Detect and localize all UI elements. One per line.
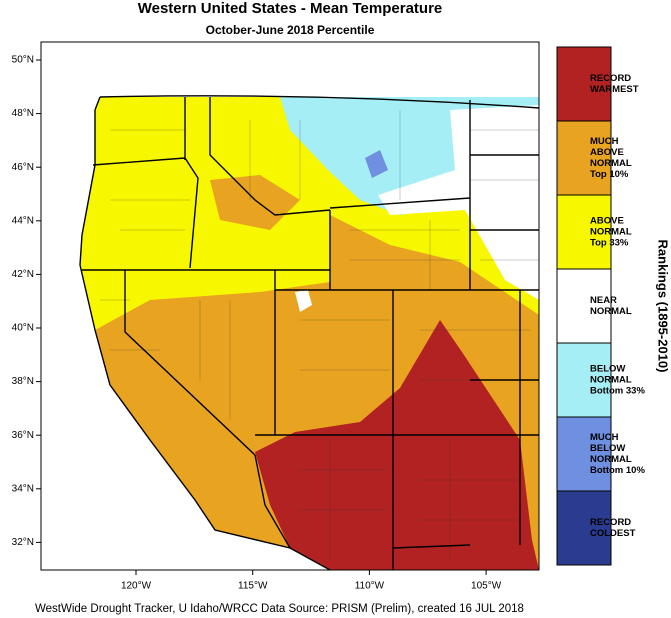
map-frame <box>40 41 540 571</box>
lat-label: 46°N <box>12 162 34 173</box>
legend-swatch <box>556 46 612 122</box>
legend-swatch <box>556 416 612 492</box>
lat-label: 50°N <box>12 55 34 66</box>
lon-label: 110°W <box>355 581 385 592</box>
legend-swatch <box>556 268 612 344</box>
subtitle: October-June 2018 Percentile <box>206 23 375 37</box>
lon-label: 105°W <box>471 581 502 592</box>
lat-label: 38°N <box>12 376 34 387</box>
legend-label: Bottom 10% <box>590 465 645 476</box>
map <box>40 41 540 571</box>
salt-lake <box>295 290 312 312</box>
legend-label: RECORD <box>590 517 631 528</box>
county-lines <box>100 110 539 560</box>
lat-label: 40°N <box>12 323 34 334</box>
lat-label: 48°N <box>12 108 34 119</box>
lat-label: 32°N <box>12 537 34 548</box>
title: Western United States - Mean Temperature <box>138 0 443 17</box>
land-much-below <box>365 150 388 178</box>
land-near-normal <box>378 105 539 300</box>
legend-label: NEAR <box>590 295 617 306</box>
lon-label: 120°W <box>121 581 152 592</box>
lat-label: 36°N <box>12 430 34 441</box>
legend-label: MUCH <box>590 136 619 147</box>
legend-label: NORMAL <box>590 227 632 238</box>
coastline <box>79 96 331 570</box>
legend-title: Rankings (1895-2010) <box>656 240 671 373</box>
legend-label: Top 10% <box>590 169 629 180</box>
lon-label: 115°W <box>238 581 268 592</box>
legend-label: RECORD <box>590 73 631 84</box>
legend-label: Bottom 33% <box>590 386 645 397</box>
legend-label: BELOW <box>590 364 625 375</box>
legend-label: NORMAL <box>590 306 632 317</box>
land-record <box>255 320 539 570</box>
legend-label: BELOW <box>590 443 625 454</box>
legend-label: ABOVE <box>590 147 624 158</box>
legend-label: NORMAL <box>590 375 632 386</box>
state-borders <box>82 95 539 570</box>
lat-label: 42°N <box>12 269 34 280</box>
legend-swatch <box>556 194 612 270</box>
lat-label: 34°N <box>12 483 34 494</box>
legend-label: NORMAL <box>590 158 632 169</box>
legend-label: WARMEST <box>590 84 639 95</box>
lat-label: 44°N <box>12 215 34 226</box>
legend-label: Top 33% <box>590 238 629 249</box>
legend-label: MUCH <box>590 432 619 443</box>
legend-swatch <box>556 342 612 418</box>
land-much-above-2 <box>210 175 300 230</box>
legend-label: ABOVE <box>590 216 624 227</box>
legend-label: COLDEST <box>590 528 636 539</box>
legend-label: NORMAL <box>590 454 632 465</box>
legend-swatch <box>556 490 612 566</box>
footer: WestWide Drought Tracker, U Idaho/WRCC D… <box>35 603 524 615</box>
